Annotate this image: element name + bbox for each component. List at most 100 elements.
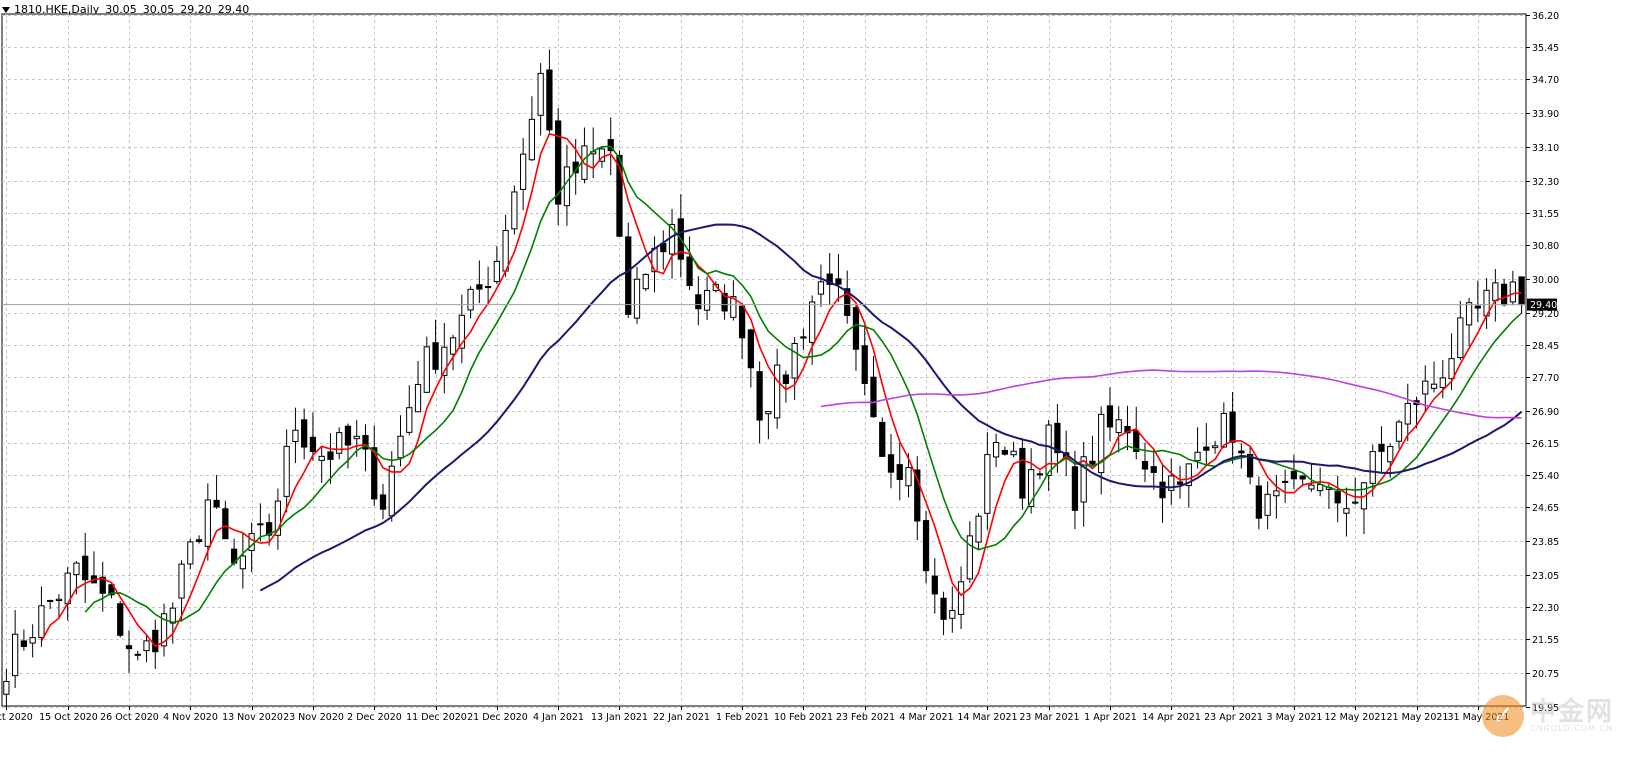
candle (966, 521, 973, 584)
candle (1115, 406, 1122, 453)
candle (791, 337, 798, 400)
close-value: 29.40 (217, 3, 250, 16)
candle-body (826, 273, 833, 285)
candle-body (108, 584, 115, 596)
candle-body (1010, 450, 1017, 456)
candle-body (1378, 443, 1385, 452)
x-tick-label: 22 Jan 2021 (653, 712, 710, 723)
candle (362, 424, 369, 472)
candle (817, 264, 825, 307)
y-tick-label: 30.80 (1532, 241, 1559, 252)
candle (1465, 297, 1473, 347)
candle-body (1106, 405, 1114, 428)
y-tick-label: 27.70 (1532, 373, 1559, 384)
candle (879, 417, 886, 457)
candle-body (1124, 425, 1131, 434)
candle (257, 503, 264, 542)
candle-body (879, 421, 886, 457)
candle-body (765, 411, 772, 415)
candle-body (143, 640, 150, 652)
y-tick-label: 33.10 (1532, 143, 1559, 154)
candle-body (905, 467, 912, 487)
candle-body (213, 499, 220, 508)
candle (1054, 404, 1061, 473)
candle (283, 429, 290, 513)
current-price-label: 29.40 (1530, 300, 1557, 311)
candle-body (528, 118, 536, 161)
candle-body (1019, 447, 1026, 499)
candle (730, 280, 737, 321)
candle (1220, 402, 1227, 449)
candle (703, 276, 711, 321)
candle (861, 324, 868, 396)
candle (852, 303, 860, 371)
candle-body (730, 296, 737, 318)
candle (844, 270, 851, 324)
candle-body (721, 292, 728, 312)
candle (642, 273, 649, 292)
candle (152, 619, 159, 669)
candle (1001, 446, 1008, 456)
candle-body (747, 329, 754, 369)
candle (99, 561, 106, 612)
candle (1176, 465, 1184, 499)
candle-body (896, 464, 903, 480)
candle (1378, 426, 1385, 472)
y-tick-label: 31.55 (1532, 209, 1559, 220)
y-tick-label: 23.05 (1532, 571, 1559, 582)
y-tick-label: 20.75 (1532, 669, 1559, 680)
candle (1080, 441, 1087, 527)
candle (1141, 442, 1149, 483)
candle (414, 360, 422, 413)
candle-body (336, 432, 343, 454)
x-tick-label: 13 Nov 2020 (222, 712, 283, 723)
candle (160, 603, 168, 657)
candle-body (257, 523, 264, 526)
candle (1246, 446, 1254, 485)
candle (20, 629, 28, 651)
dropdown-triangle-icon[interactable] (2, 7, 10, 13)
candle-body (1422, 380, 1429, 395)
candle-body (1334, 491, 1341, 504)
candle (747, 328, 754, 388)
candle-body (309, 436, 317, 452)
y-tick-label: 26.15 (1532, 439, 1559, 450)
candle-body (414, 383, 422, 413)
candle-body (1176, 481, 1184, 485)
candle-body (1045, 424, 1052, 476)
candle-body (1229, 411, 1236, 443)
candle (397, 415, 404, 467)
candle (887, 433, 895, 489)
candle (336, 427, 343, 460)
candle (1282, 469, 1289, 503)
candle-body (1290, 470, 1298, 480)
y-tick-label: 19.95 (1532, 703, 1559, 714)
candle-body (169, 607, 176, 624)
watermark-cn-text: 中金网 (1529, 697, 1614, 727)
candle-body (1465, 302, 1473, 326)
candle-body (1299, 475, 1306, 480)
current-price-box (1527, 298, 1557, 311)
x-tick-label: 4 Nov 2020 (163, 712, 218, 723)
open-value: 30.05 (105, 3, 137, 16)
candle-body (327, 451, 334, 460)
low-value: 29.20 (180, 3, 212, 16)
x-tick-label: 11 Dec 2020 (406, 712, 467, 723)
candle-body (423, 346, 430, 393)
candle (1124, 405, 1131, 451)
candle (371, 425, 378, 506)
candle-body (274, 500, 282, 536)
candle-body (187, 541, 194, 565)
candle (1098, 406, 1105, 495)
candle (546, 49, 553, 133)
candle (511, 185, 518, 235)
candle-body (563, 166, 571, 207)
candle-body (1185, 463, 1192, 487)
candle-body (1255, 485, 1262, 519)
candle (949, 586, 956, 633)
candle-body (362, 435, 369, 450)
candle (1509, 270, 1516, 306)
x-tick-label: 13 Jan 2021 (591, 712, 648, 723)
candle (1474, 280, 1481, 322)
